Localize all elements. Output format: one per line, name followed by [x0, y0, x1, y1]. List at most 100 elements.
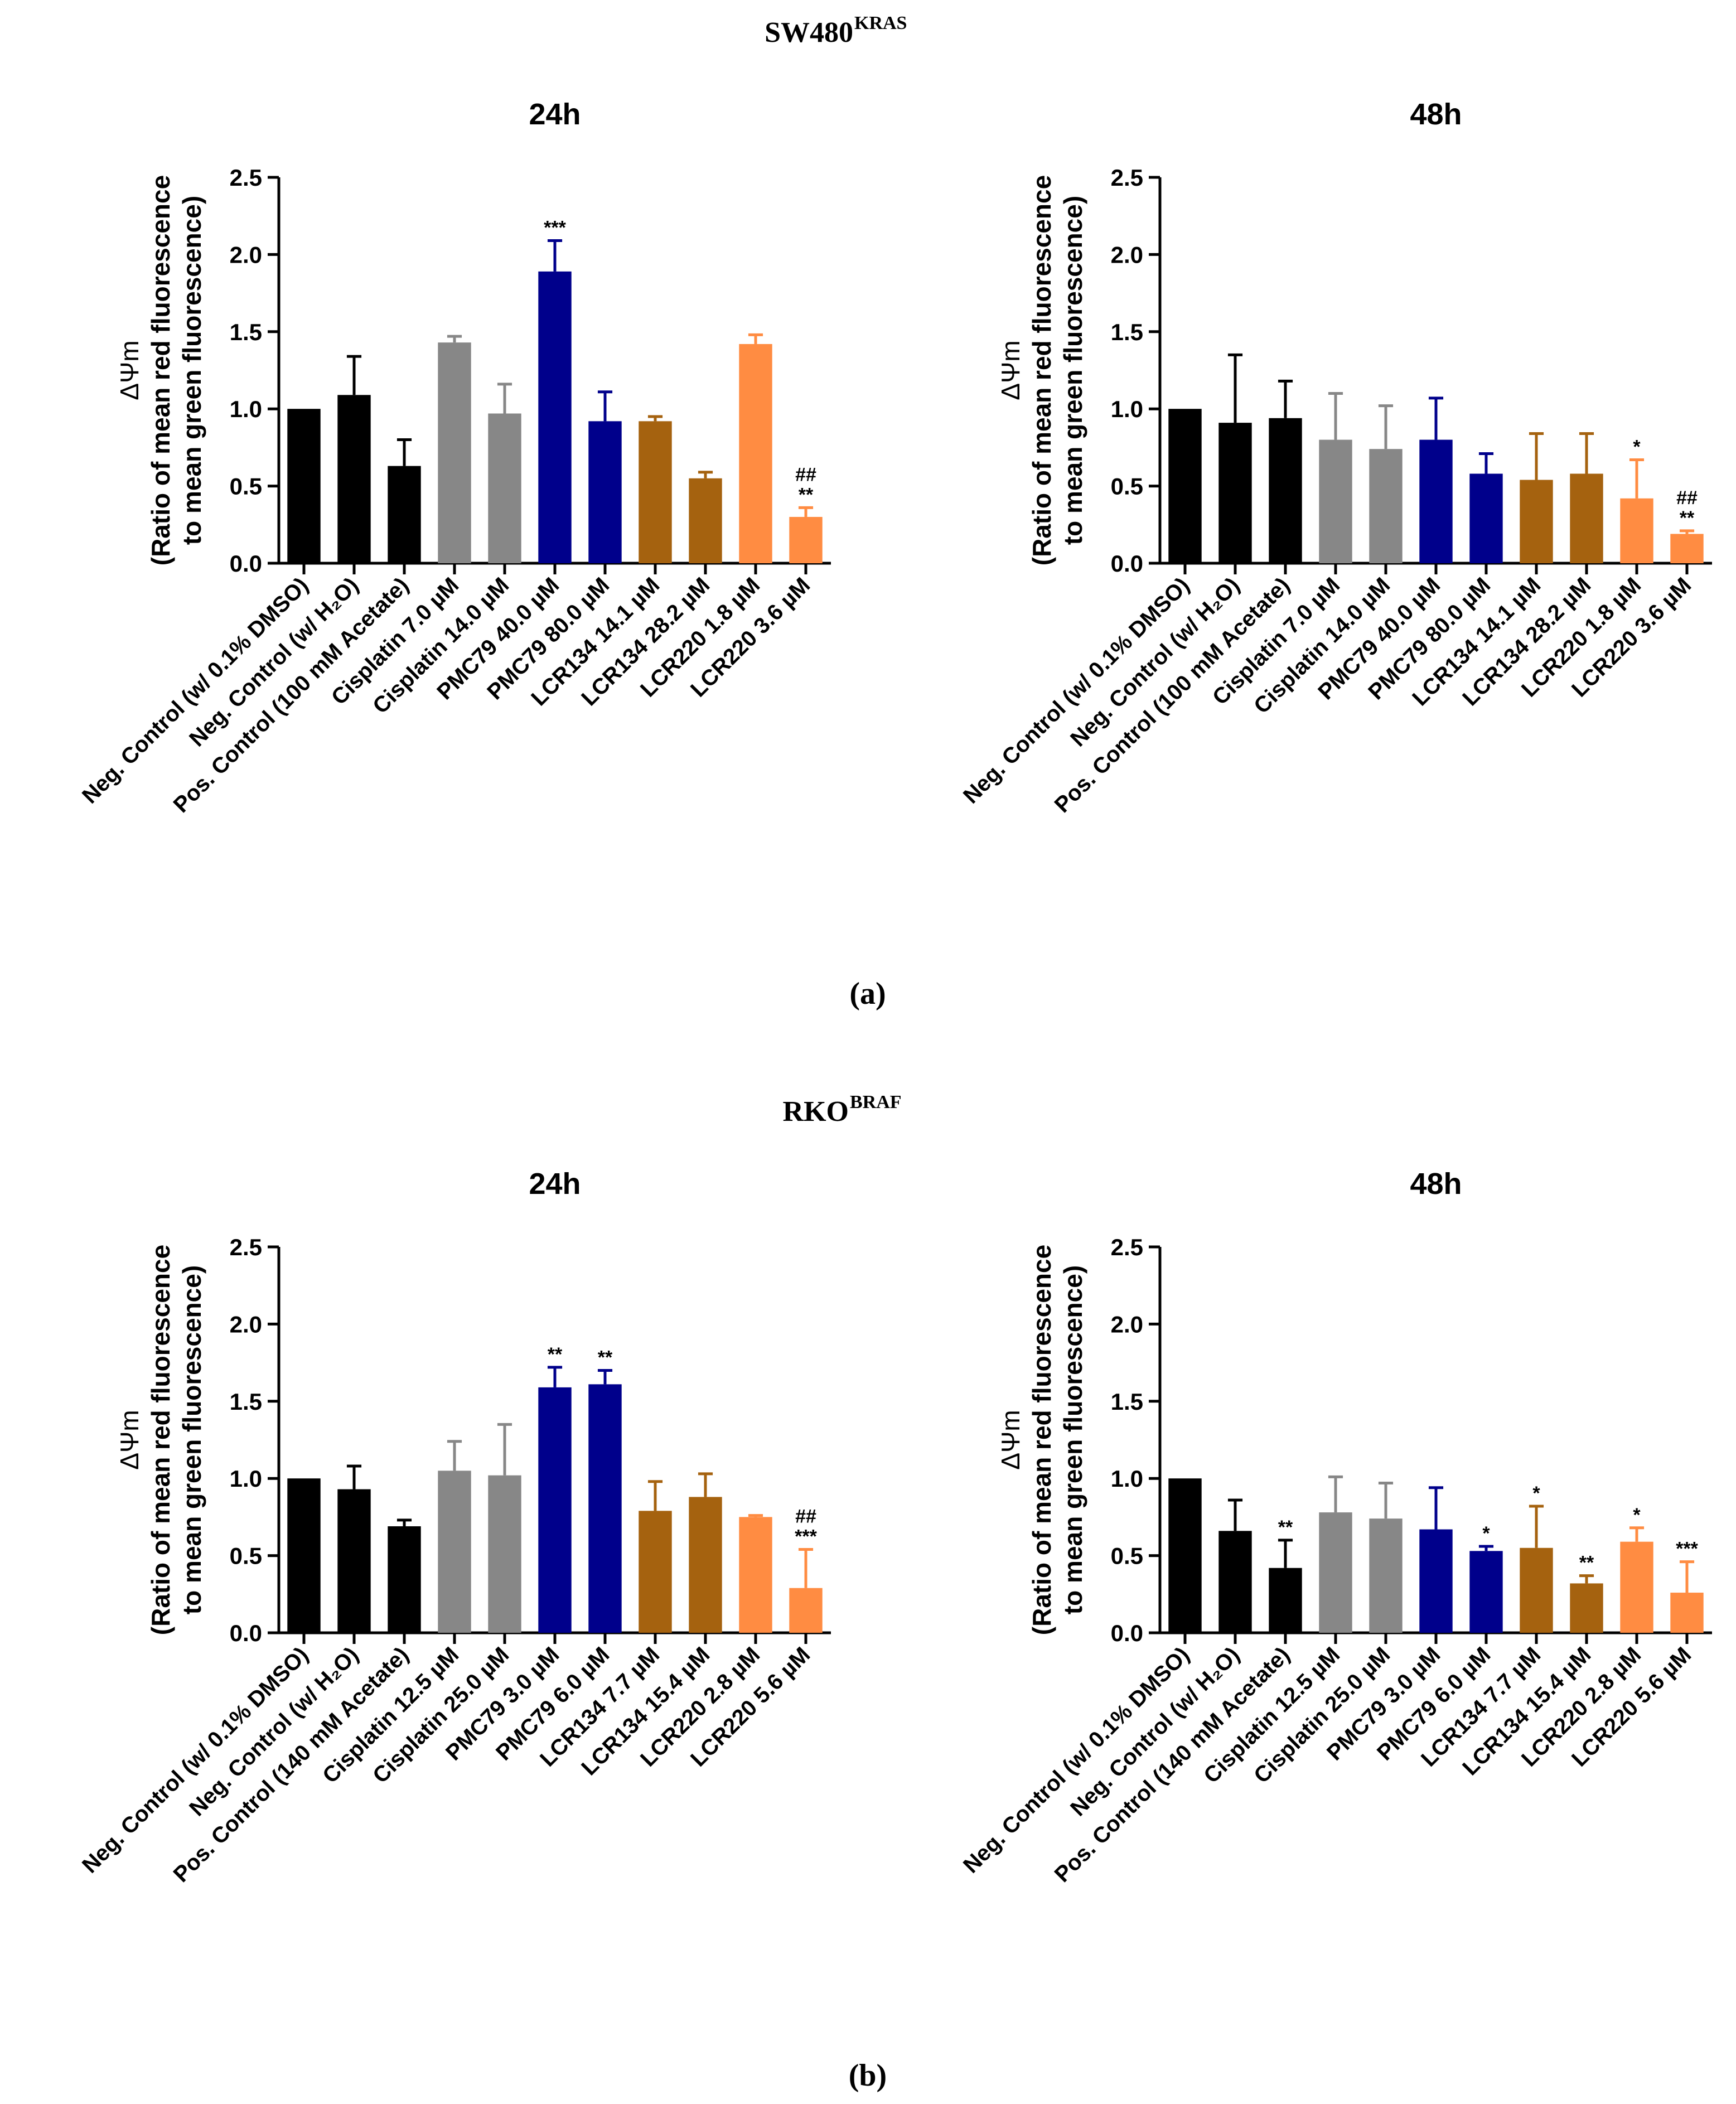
bar: [1620, 1541, 1653, 1633]
significance-label: ***: [795, 1526, 817, 1547]
y-tick-label: 0.0: [1111, 550, 1143, 577]
y-tick-label: 2.5: [1111, 1234, 1143, 1260]
bar: [287, 1478, 321, 1633]
y-tick-label: 2.5: [230, 1234, 262, 1260]
bar: [1520, 480, 1553, 563]
y-tick-label: 1.0: [230, 396, 262, 422]
significance-label: **: [598, 1347, 613, 1368]
bar: [1419, 1529, 1453, 1633]
bar: [789, 516, 823, 563]
significance-label: **: [1278, 1517, 1293, 1538]
chart-title: 48h: [1410, 1167, 1462, 1201]
chart-2: 24h 0.0 0.5 1.0 1.5 2.0 2.5 ΔΨm(Ratio of mean r…: [78, 1167, 831, 1887]
bar: [1369, 449, 1403, 563]
significance-label: *: [1532, 1483, 1540, 1504]
bar: [488, 413, 521, 563]
y-tick-label: 1.0: [1111, 396, 1143, 422]
bar: [588, 1384, 622, 1633]
y-tick-label: 1.0: [1111, 1465, 1143, 1492]
y-axis-label-line: (Ratio of mean red fluorescence: [146, 175, 175, 565]
y-axis-label-line: (Ratio of mean red fluorescence: [1027, 1245, 1056, 1635]
y-axis-label-line: ΔΨm: [115, 340, 144, 400]
significance-label: **: [1680, 507, 1695, 529]
bar: [538, 1387, 572, 1633]
y-axis-label-line: ΔΨm: [115, 1410, 144, 1469]
y-tick-label: 2.0: [1111, 241, 1143, 268]
significance-label: *: [1482, 1523, 1490, 1544]
y-tick-label: 1.0: [230, 1465, 262, 1492]
bar: [438, 342, 471, 563]
y-axis-label-line: to mean green fluorescence): [1058, 1265, 1087, 1614]
y-tick-label: 0.0: [1111, 1620, 1143, 1646]
bar: [789, 1588, 823, 1633]
chart-title: 24h: [529, 98, 581, 131]
y-tick-label: 0.5: [1111, 473, 1143, 500]
bar: [1670, 534, 1704, 563]
y-tick-label: 2.5: [230, 165, 262, 191]
bar: [538, 271, 572, 563]
y-tick-label: 0.5: [1111, 1543, 1143, 1569]
y-tick-label: 2.0: [230, 1311, 262, 1337]
y-tick-label: 2.0: [230, 241, 262, 268]
bar: [488, 1475, 521, 1633]
bar: [1168, 1478, 1202, 1633]
y-axis-label: ΔΨm(Ratio of mean red fluorescenceto mea…: [115, 175, 206, 565]
bar: [1269, 418, 1302, 563]
y-tick-label: 1.5: [230, 1389, 262, 1415]
y-axis-label-line: ΔΨm: [996, 1410, 1025, 1469]
panel-b-caption: (b): [849, 2058, 887, 2093]
panel-b-cell-line-superscript: BRAF: [850, 1092, 902, 1113]
bar: [1218, 1531, 1252, 1633]
panel-b-cell-line: RKO: [783, 1096, 849, 1128]
bar: [1369, 1518, 1403, 1633]
y-axis-label-line: to mean green fluorescence): [177, 1265, 206, 1614]
y-tick-label: 2.5: [1111, 165, 1143, 191]
significance-label: *: [1633, 437, 1641, 458]
y-tick-label: 0.5: [230, 473, 262, 500]
y-tick-label: 2.0: [1111, 1311, 1143, 1337]
y-tick-label: 0.0: [230, 1620, 262, 1646]
y-axis-label-line: (Ratio of mean red fluorescence: [1027, 175, 1056, 565]
y-tick-label: 0.5: [230, 1543, 262, 1569]
bar: [388, 1526, 421, 1633]
bar: [1620, 498, 1653, 563]
bar: [1319, 439, 1352, 563]
significance-label: ##: [1676, 487, 1698, 509]
bar: [739, 1517, 772, 1633]
bar: [1419, 439, 1453, 563]
y-axis-label: ΔΨm(Ratio of mean red fluorescenceto mea…: [115, 1245, 206, 1635]
y-axis-label-line: ΔΨm: [996, 340, 1025, 400]
significance-label: ##: [795, 464, 816, 485]
panel-a-cell-line-superscript: KRAS: [854, 13, 907, 33]
significance-label: ##: [795, 1506, 816, 1527]
y-tick-label: 1.5: [1111, 1389, 1143, 1415]
bar: [1319, 1512, 1352, 1633]
chart-1: 48h 0.0 0.5 1.0 1.5 2.0 2.5 ΔΨm(Ratio of mean r…: [959, 98, 1712, 818]
bar: [1218, 423, 1252, 563]
bar: [1570, 1583, 1603, 1633]
y-tick-label: 1.5: [1111, 319, 1143, 345]
bar: [1520, 1547, 1553, 1633]
y-axis-label-line: (Ratio of mean red fluorescence: [146, 1245, 175, 1635]
bar: [1269, 1568, 1302, 1633]
bar: [337, 395, 371, 563]
y-axis-label-line: to mean green fluorescence): [1058, 196, 1087, 545]
y-tick-label: 0.0: [230, 550, 262, 577]
bar: [639, 421, 672, 563]
bar: [337, 1489, 371, 1633]
panel-a-caption: (a): [849, 976, 886, 1011]
bar: [287, 409, 321, 563]
chart-title: 48h: [1410, 98, 1462, 131]
bar: [639, 1511, 672, 1633]
bar: [1570, 473, 1603, 563]
chart-3: 48h 0.0 0.5 1.0 1.5 2.0 2.5 ΔΨm(Ratio of mean r…: [959, 1167, 1712, 1887]
panel-a-cell-line: SW480: [765, 17, 853, 49]
bar: [689, 1497, 722, 1633]
bar: [588, 421, 622, 563]
y-tick-label: 1.5: [230, 319, 262, 345]
y-axis-label: ΔΨm(Ratio of mean red fluorescenceto mea…: [996, 175, 1087, 565]
bar: [1469, 473, 1503, 563]
significance-label: **: [1579, 1552, 1594, 1574]
chart-0: 24h 0.0 0.5 1.0 1.5 2.0 2.5 ΔΨm(Ratio of mean r…: [78, 98, 831, 818]
